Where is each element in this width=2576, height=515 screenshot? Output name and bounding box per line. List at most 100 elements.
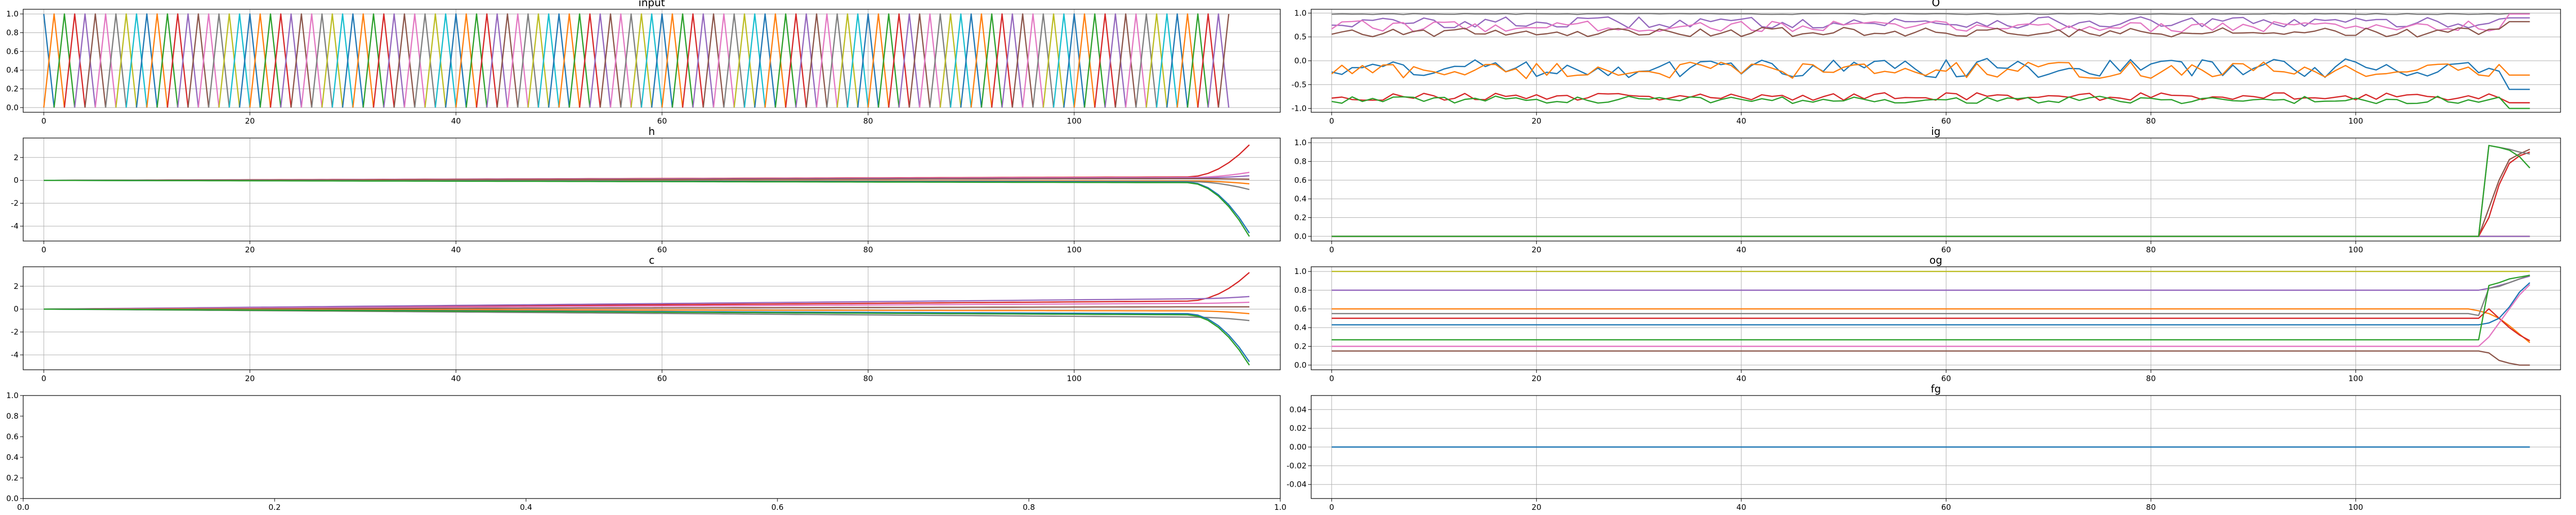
series-line bbox=[269, 13, 292, 108]
series-line bbox=[1331, 13, 2530, 33]
plot-frame bbox=[23, 138, 1281, 242]
y-tick-label: 0.6 bbox=[6, 432, 19, 441]
series-line bbox=[774, 13, 797, 108]
series-line bbox=[630, 13, 653, 108]
series-line bbox=[465, 13, 488, 108]
x-tick-label: 40 bbox=[451, 245, 461, 254]
series-line bbox=[1145, 13, 1168, 108]
x-tick-label: 80 bbox=[863, 374, 873, 383]
plot-frame bbox=[1311, 266, 2561, 370]
series-line bbox=[156, 13, 179, 108]
x-tick-label: 40 bbox=[451, 116, 461, 126]
y-tick-label: -0.04 bbox=[1286, 480, 1307, 489]
series-line bbox=[733, 13, 756, 108]
series-line bbox=[1331, 282, 2531, 325]
x-tick-label: 20 bbox=[245, 116, 255, 126]
series-line bbox=[414, 13, 436, 108]
series-line bbox=[74, 13, 96, 108]
series-line bbox=[1114, 13, 1137, 108]
x-tick-label: 60 bbox=[1941, 245, 1951, 254]
series-line bbox=[53, 13, 76, 108]
series-line bbox=[1331, 284, 2531, 347]
y-tick-label: -4 bbox=[11, 221, 19, 231]
series-line bbox=[1331, 151, 2530, 237]
x-tick-label: 0.6 bbox=[771, 503, 784, 512]
series-line bbox=[166, 13, 189, 108]
x-tick-label: 40 bbox=[1736, 116, 1746, 126]
series-line bbox=[1011, 13, 1034, 108]
y-tick-label: 1.0 bbox=[1294, 138, 1307, 147]
x-tick-label: 60 bbox=[1941, 116, 1951, 126]
series-line bbox=[486, 13, 509, 108]
x-tick-label: 80 bbox=[863, 116, 873, 126]
y-tick-label: 1.0 bbox=[1294, 267, 1307, 276]
series-line bbox=[1135, 13, 1158, 108]
series-line bbox=[764, 13, 787, 108]
series-line bbox=[177, 13, 199, 108]
series-line bbox=[1331, 274, 2530, 316]
series-line bbox=[651, 13, 673, 108]
x-tick-label: 20 bbox=[1532, 374, 1541, 383]
plot-frame bbox=[1311, 9, 2561, 113]
x-tick-label: 0 bbox=[1329, 116, 1334, 126]
y-tick-label: 0 bbox=[13, 304, 19, 314]
x-tick-label: 1.0 bbox=[1274, 503, 1286, 512]
y-tick-label: 1.0 bbox=[6, 9, 19, 19]
y-tick-label: 0.5 bbox=[1294, 32, 1307, 42]
x-tick-label: 0 bbox=[1329, 503, 1334, 512]
series-line bbox=[63, 13, 86, 108]
y-tick-label: 0.6 bbox=[1294, 304, 1307, 314]
series-line bbox=[94, 13, 117, 108]
y-tick-label: 0.04 bbox=[1290, 405, 1307, 414]
series-line bbox=[1331, 308, 2530, 341]
series-line bbox=[455, 13, 478, 108]
y-tick-label: 0.00 bbox=[1290, 442, 1307, 452]
series-line bbox=[1073, 13, 1096, 108]
plot-frame bbox=[23, 395, 1281, 499]
y-tick-label: 1.0 bbox=[6, 391, 19, 400]
series-line bbox=[702, 13, 725, 108]
y-tick-label: -0.5 bbox=[1292, 80, 1307, 89]
y-tick-label: 0.8 bbox=[1294, 157, 1307, 166]
series-line bbox=[671, 13, 694, 108]
x-tick-label: 20 bbox=[1532, 503, 1541, 512]
x-tick-label: 60 bbox=[657, 116, 667, 126]
x-tick-label: 100 bbox=[2348, 116, 2363, 126]
series-line bbox=[1331, 21, 2530, 38]
panel-c: c 0 20 40 60 80 100 -4 -2 0 2 bbox=[11, 254, 1281, 383]
x-tick-label: 0.4 bbox=[520, 503, 532, 512]
plot-frame bbox=[1311, 138, 2561, 242]
series-line bbox=[43, 180, 1250, 234]
x-tick-label: 20 bbox=[1532, 116, 1541, 126]
y-tick-label: 0.8 bbox=[1294, 285, 1307, 295]
y-tick-label: 0.6 bbox=[6, 47, 19, 56]
panel-input: input 0 20 40 60 80 100 0.0 0.2 0.4 0.6 0.8 1.0 bbox=[6, 0, 1281, 126]
series-line bbox=[125, 13, 148, 108]
series-line bbox=[1094, 13, 1116, 108]
y-tick-label: 0.2 bbox=[1294, 213, 1307, 222]
series-line bbox=[476, 13, 498, 108]
series-line bbox=[568, 13, 591, 108]
series-line bbox=[661, 13, 684, 108]
series-line bbox=[1187, 13, 1209, 108]
series-line bbox=[558, 13, 581, 108]
y-tick-label: 0.2 bbox=[1294, 342, 1307, 351]
y-tick-label: -2 bbox=[11, 328, 19, 337]
x-tick-label: 100 bbox=[2348, 374, 2363, 383]
series-line bbox=[1331, 145, 2531, 237]
series-line bbox=[1331, 92, 2530, 104]
x-tick-label: 100 bbox=[2348, 245, 2363, 254]
series-line bbox=[620, 13, 642, 108]
x-tick-label: 0.2 bbox=[268, 503, 281, 512]
y-tick-label: 0.0 bbox=[6, 103, 19, 112]
plot-frame bbox=[23, 9, 1281, 113]
series-line bbox=[43, 308, 1250, 363]
series-line bbox=[1217, 13, 1230, 108]
series-line bbox=[208, 13, 230, 108]
series-line bbox=[197, 13, 220, 108]
series-line bbox=[857, 13, 879, 108]
series-line bbox=[548, 13, 570, 108]
series-line bbox=[352, 13, 375, 108]
series-line bbox=[383, 13, 405, 108]
y-tick-label: 0.0 bbox=[1294, 232, 1307, 241]
